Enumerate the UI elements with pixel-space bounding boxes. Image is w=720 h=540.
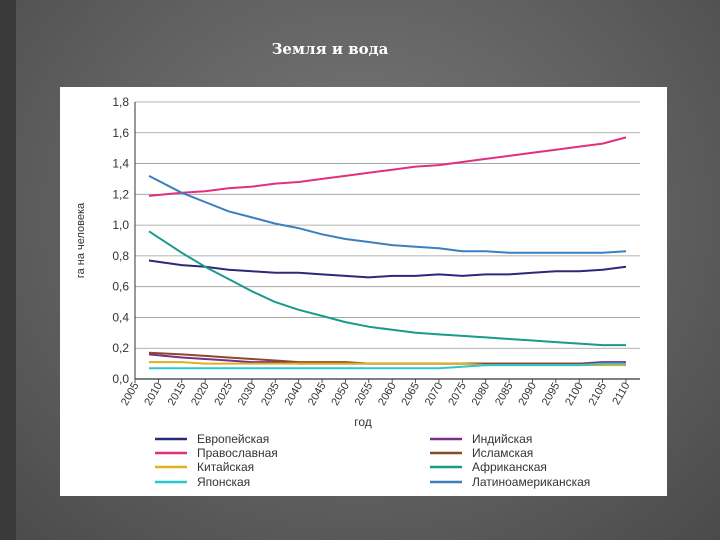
- legend-label: Африканская: [472, 460, 547, 474]
- y-axis-title: га на человека: [75, 202, 87, 278]
- y-tick-label: 1,4: [112, 157, 129, 171]
- y-tick-label: 1,6: [112, 126, 129, 140]
- x-tick-label: 2055: [353, 381, 376, 408]
- series-line: [148, 259, 627, 279]
- series-line: [149, 362, 626, 370]
- y-tick-label: 0,2: [112, 341, 129, 355]
- y-tick-label: 0,0: [112, 372, 129, 386]
- x-tick-label: 2080: [470, 381, 493, 408]
- legend-label: Китайская: [197, 460, 254, 474]
- legend-label: Православная: [197, 446, 278, 460]
- y-tick-label: 1,0: [112, 218, 129, 232]
- x-tick-label: 2110: [610, 381, 632, 407]
- x-axis-title: год: [354, 415, 372, 429]
- x-tick-label: 2020: [189, 381, 212, 408]
- x-tick-label: 2095: [540, 381, 563, 408]
- y-tick-label: 0,8: [112, 249, 129, 263]
- series-line: [148, 175, 627, 254]
- x-tick-label: 2085: [493, 381, 516, 408]
- x-tick-label: 2040: [283, 381, 306, 408]
- x-tick-label: 2050: [329, 381, 352, 408]
- legend-label: Латиноамериканская: [472, 475, 590, 489]
- y-tick-label: 1,2: [112, 187, 129, 201]
- x-tick-label: 2065: [400, 381, 423, 408]
- series-line: [148, 230, 626, 347]
- slide-corner-accent: [0, 0, 16, 540]
- series-line: [148, 353, 626, 365]
- legend-label: Исламская: [472, 446, 533, 460]
- x-tick-label: 2060: [376, 381, 399, 408]
- legend-label: Европейская: [197, 432, 269, 446]
- legend-label: Японская: [197, 475, 250, 489]
- x-tick-label: 2030: [236, 381, 259, 408]
- slide-title: Земля и вода: [271, 40, 389, 58]
- x-tick-label: 2045: [306, 381, 329, 408]
- x-tick-label: 2010: [142, 381, 165, 408]
- legend-label: Индийская: [472, 432, 532, 446]
- y-tick-label: 0,4: [112, 310, 129, 324]
- x-tick-label: 2025: [212, 381, 235, 408]
- y-tick-label: 0,6: [112, 280, 129, 294]
- x-tick-label: 2070: [423, 381, 446, 408]
- x-tick-label: 2100: [563, 381, 586, 408]
- x-tick-label: 2075: [446, 381, 469, 408]
- x-tick-label: 2035: [259, 381, 282, 408]
- chart-panel: 0,0 0,2 0,4 0,6 0,8 1,0 1,2 1,4 1,6 1,8 2005 2010 20…: [60, 87, 667, 496]
- series-line: [148, 351, 626, 365]
- series-line: [148, 136, 627, 197]
- x-tick-label: 2015: [166, 381, 189, 408]
- y-tick-label: 1,8: [112, 95, 129, 109]
- x-tick-label: 2105: [587, 381, 610, 408]
- x-tick-label: 2090: [516, 381, 539, 408]
